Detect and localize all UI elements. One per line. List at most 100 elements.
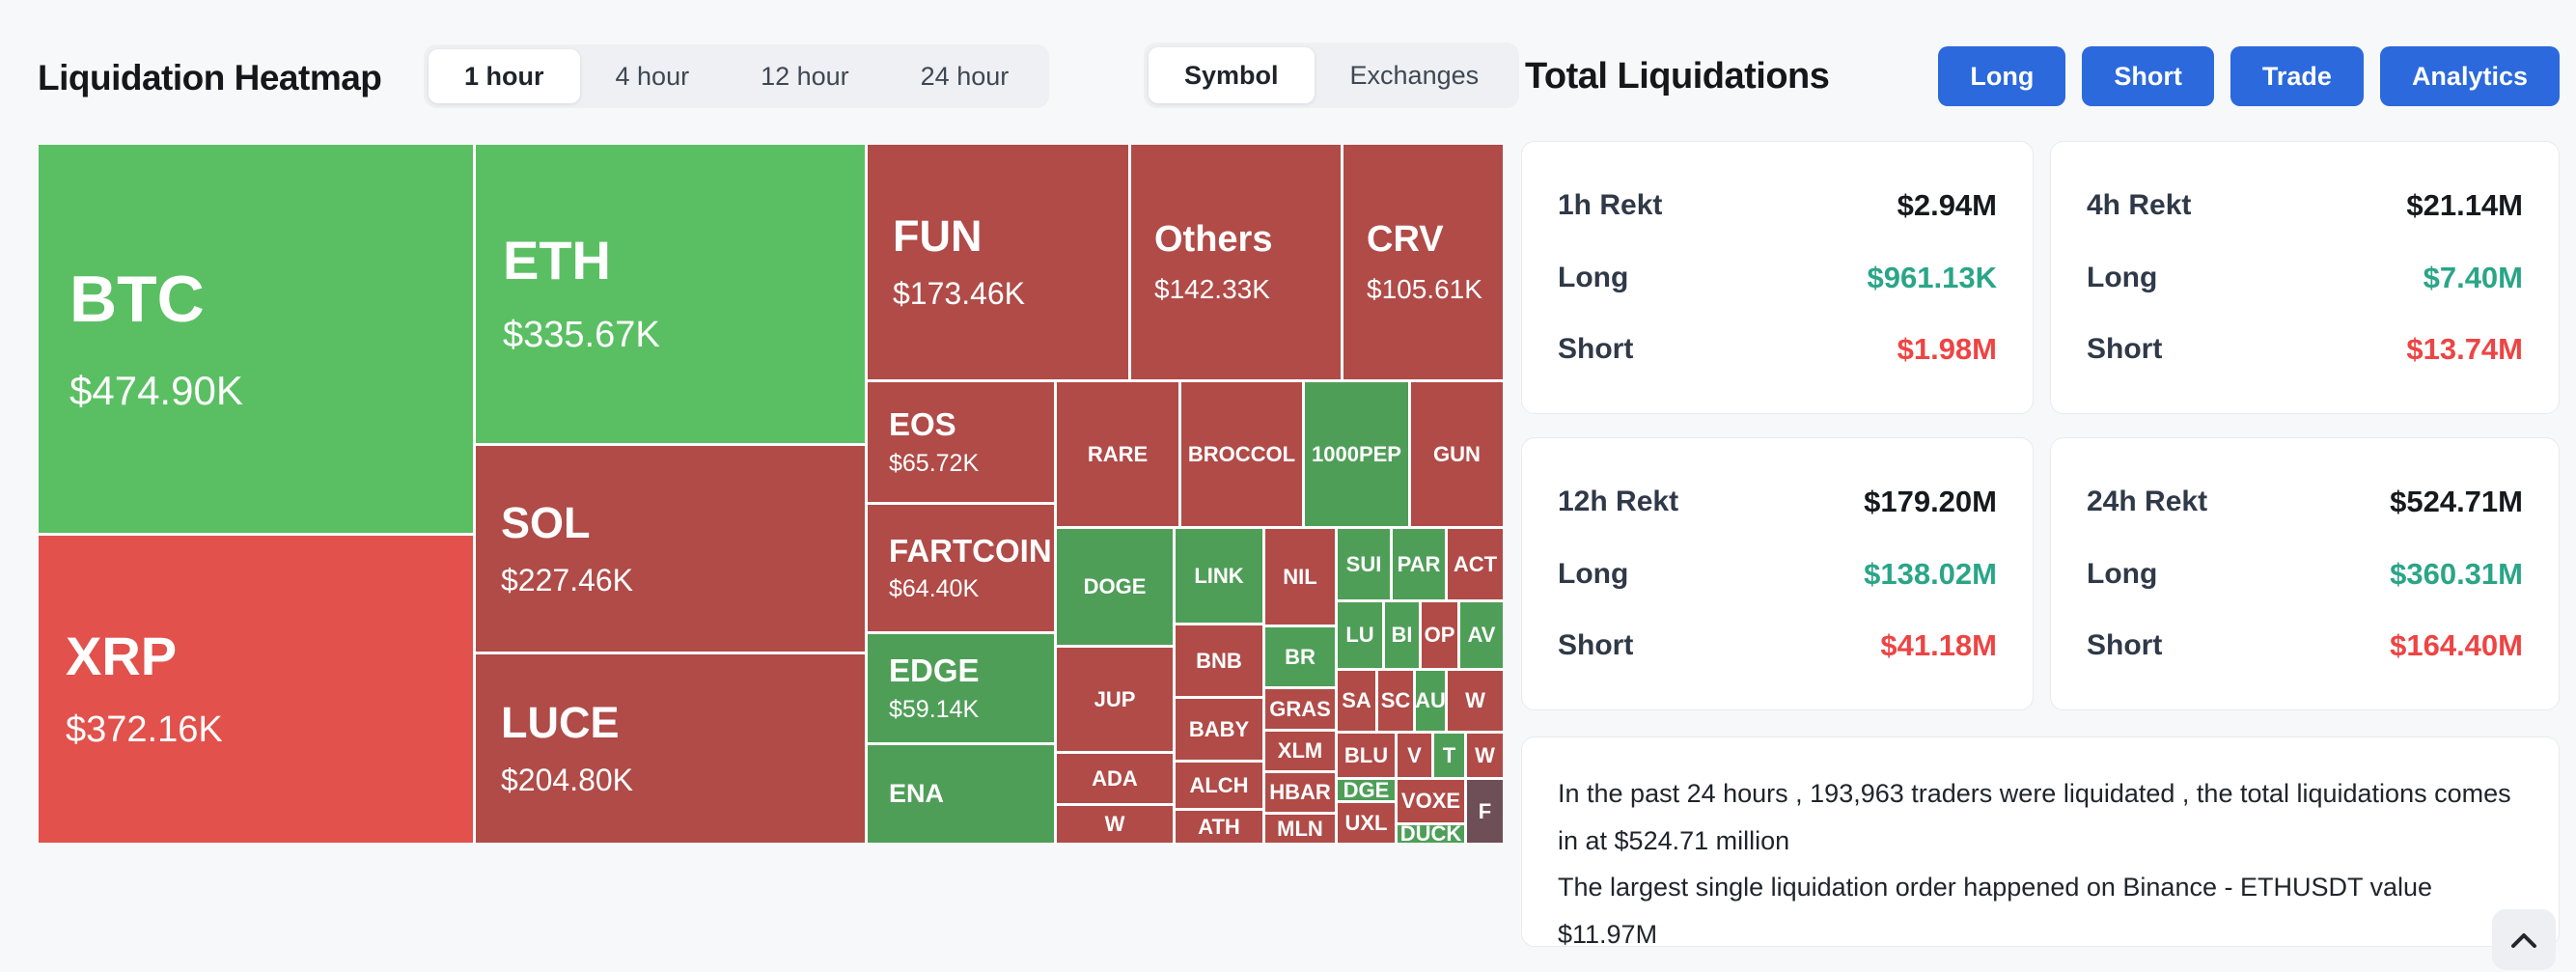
treemap-cell-baby[interactable]: BABY — [1176, 699, 1262, 760]
card-short-value: $13.74M — [2406, 331, 2523, 366]
treemap-cell-others[interactable]: Others $142.33K — [1131, 145, 1341, 379]
card-total-row: 4h Rekt $21.14M — [2087, 188, 2523, 223]
cell-symbol: ETH — [503, 230, 611, 292]
tab-4-hour[interactable]: 4 hour — [615, 61, 690, 91]
cell-symbol: LU — [1345, 623, 1374, 648]
toggle-symbol[interactable]: Symbol — [1149, 47, 1315, 103]
treemap-cell-sa[interactable]: SA — [1338, 671, 1375, 731]
card-long-label: Long — [2087, 261, 2158, 293]
cell-symbol: 1000PEP — [1312, 441, 1401, 466]
treemap-cell-w[interactable]: W — [1057, 806, 1173, 843]
treemap-cell-alch[interactable]: ALCH — [1176, 763, 1262, 808]
treemap-cell-xlm[interactable]: XLM — [1265, 732, 1335, 770]
treemap-cell-doge[interactable]: DOGE — [1057, 529, 1173, 645]
cell-symbol: BI — [1391, 623, 1413, 648]
treemap-cell-nil[interactable]: NIL — [1265, 529, 1335, 625]
treemap-cell-fartcoin[interactable]: FARTCOIN $64.40K — [868, 505, 1054, 631]
cell-value: $335.67K — [503, 314, 660, 355]
treemap-cell-mln[interactable]: MLN — [1265, 815, 1335, 843]
treemap-cell-f[interactable]: F — [1467, 780, 1503, 843]
treemap-cell-eth[interactable]: ETH $335.67K — [476, 145, 865, 443]
cell-symbol: XLM — [1277, 738, 1323, 764]
card-long-row: Long $138.02M — [1558, 557, 1997, 592]
treemap-cell-act[interactable]: ACT — [1448, 529, 1503, 599]
cell-symbol: BR — [1285, 644, 1316, 669]
treemap-cell-ena[interactable]: ENA — [868, 745, 1054, 843]
treemap-cell-gun[interactable]: GUN — [1411, 382, 1503, 526]
treemap-cell-sui[interactable]: SUI — [1338, 529, 1390, 599]
cell-symbol: UXL — [1344, 810, 1388, 835]
treemap-cell-sc[interactable]: SC — [1378, 671, 1413, 731]
treemap-cell-op[interactable]: OP — [1422, 602, 1457, 668]
treemap-cell-voxe[interactable]: VOXE — [1398, 780, 1464, 822]
treemap-cell-t[interactable]: T — [1434, 734, 1464, 777]
card-short-row: Short $41.18M — [1558, 628, 1997, 663]
cell-symbol: ENA — [889, 779, 945, 809]
card-total-value: $21.14M — [2406, 188, 2523, 223]
action-short-button[interactable]: Short — [2082, 46, 2214, 106]
treemap-cell-v[interactable]: V — [1398, 734, 1431, 777]
treemap-cell-luce[interactable]: LUCE $204.80K — [476, 654, 865, 843]
card-long-label: Long — [1558, 557, 1629, 590]
action-trade-button[interactable]: Trade — [2230, 46, 2364, 106]
treemap-cell-link[interactable]: LINK — [1176, 529, 1262, 623]
treemap-cell-fun[interactable]: FUN $173.46K — [868, 145, 1128, 379]
card-total-row: 24h Rekt $524.71M — [2087, 485, 2523, 519]
card-total-row: 1h Rekt $2.94M — [1558, 188, 1997, 223]
treemap-cell-rare[interactable]: RARE — [1057, 382, 1178, 526]
tab-1-hour[interactable]: 1 hour — [429, 49, 580, 103]
cell-symbol: AU — [1416, 688, 1445, 713]
tab-24-hour[interactable]: 24 hour — [920, 61, 1010, 91]
card-long-label: Long — [2087, 557, 2158, 590]
treemap-cell-ada[interactable]: ADA — [1057, 754, 1173, 803]
cell-symbol: BTC — [69, 263, 205, 337]
treemap-cell-par[interactable]: PAR — [1393, 529, 1445, 599]
treemap-cell-crv[interactable]: CRV $105.61K — [1343, 145, 1503, 379]
cell-symbol: EOS — [889, 406, 956, 443]
rekt-card: 1h Rekt $2.94M Long $961.13K Short $1.98M — [1521, 141, 2034, 414]
card-short-label: Short — [2087, 332, 2163, 365]
cell-symbol: V — [1407, 742, 1422, 767]
treemap-cell-av[interactable]: AV — [1460, 602, 1503, 668]
rekt-card: 12h Rekt $179.20M Long $138.02M Short $41.18M — [1521, 437, 2034, 710]
cell-value: $59.14K — [889, 695, 980, 723]
cell-symbol: W — [1475, 742, 1495, 767]
treemap-cell-gras[interactable]: GRAS — [1265, 689, 1335, 729]
treemap-cell-duck[interactable]: DUCK — [1398, 825, 1464, 843]
tab-12-hour[interactable]: 12 hour — [761, 61, 849, 91]
cell-symbol: DGE — [1343, 780, 1390, 800]
treemap-cell-hbar[interactable]: HBAR — [1265, 773, 1335, 812]
treemap-cell-eos[interactable]: EOS $65.72K — [868, 382, 1054, 502]
treemap-cell-ath[interactable]: ATH — [1176, 811, 1262, 843]
treemap-cell-bi[interactable]: BI — [1385, 602, 1419, 668]
treemap-cell-uxl[interactable]: UXL — [1338, 803, 1395, 843]
treemap-cell-blu[interactable]: BLU — [1338, 734, 1395, 777]
cell-symbol: BNB — [1196, 648, 1242, 673]
cell-symbol: CRV — [1367, 218, 1444, 260]
action-long-button[interactable]: Long — [1938, 46, 2066, 106]
treemap-cell-btc[interactable]: BTC $474.90K — [39, 145, 473, 533]
cell-symbol: FARTCOIN — [889, 532, 1052, 569]
action-analytics-button[interactable]: Analytics — [2379, 46, 2560, 106]
cell-symbol: PAR — [1397, 551, 1441, 576]
treemap-cell-bnb[interactable]: BNB — [1176, 625, 1262, 696]
treemap-cell-w[interactable]: W — [1448, 671, 1503, 731]
treemap-cell-sol[interactable]: SOL $227.46K — [476, 446, 865, 652]
cell-symbol: HBAR — [1269, 780, 1331, 805]
scroll-top-button[interactable] — [2492, 909, 2556, 970]
toggle-exchanges[interactable]: Exchanges — [1349, 60, 1480, 90]
treemap-cell-au[interactable]: AU — [1416, 671, 1445, 731]
treemap-cell-dge[interactable]: DGE — [1338, 780, 1395, 800]
treemap-cell-lu[interactable]: LU — [1338, 602, 1382, 668]
treemap-cell-broccol[interactable]: BROCCOL — [1181, 382, 1302, 526]
treemap-cell-w[interactable]: W — [1467, 734, 1503, 777]
cell-symbol: RARE — [1087, 441, 1149, 466]
treemap-cell-edge[interactable]: EDGE $59.14K — [868, 634, 1054, 742]
card-long-row: Long $7.40M — [2087, 261, 2523, 295]
cell-symbol: LINK — [1194, 563, 1244, 588]
treemap-cell-1000pep[interactable]: 1000PEP — [1305, 382, 1408, 526]
treemap-cell-br[interactable]: BR — [1265, 627, 1335, 686]
treemap-cell-jup[interactable]: JUP — [1057, 648, 1173, 751]
treemap-cell-xrp[interactable]: XRP $372.16K — [39, 536, 473, 843]
